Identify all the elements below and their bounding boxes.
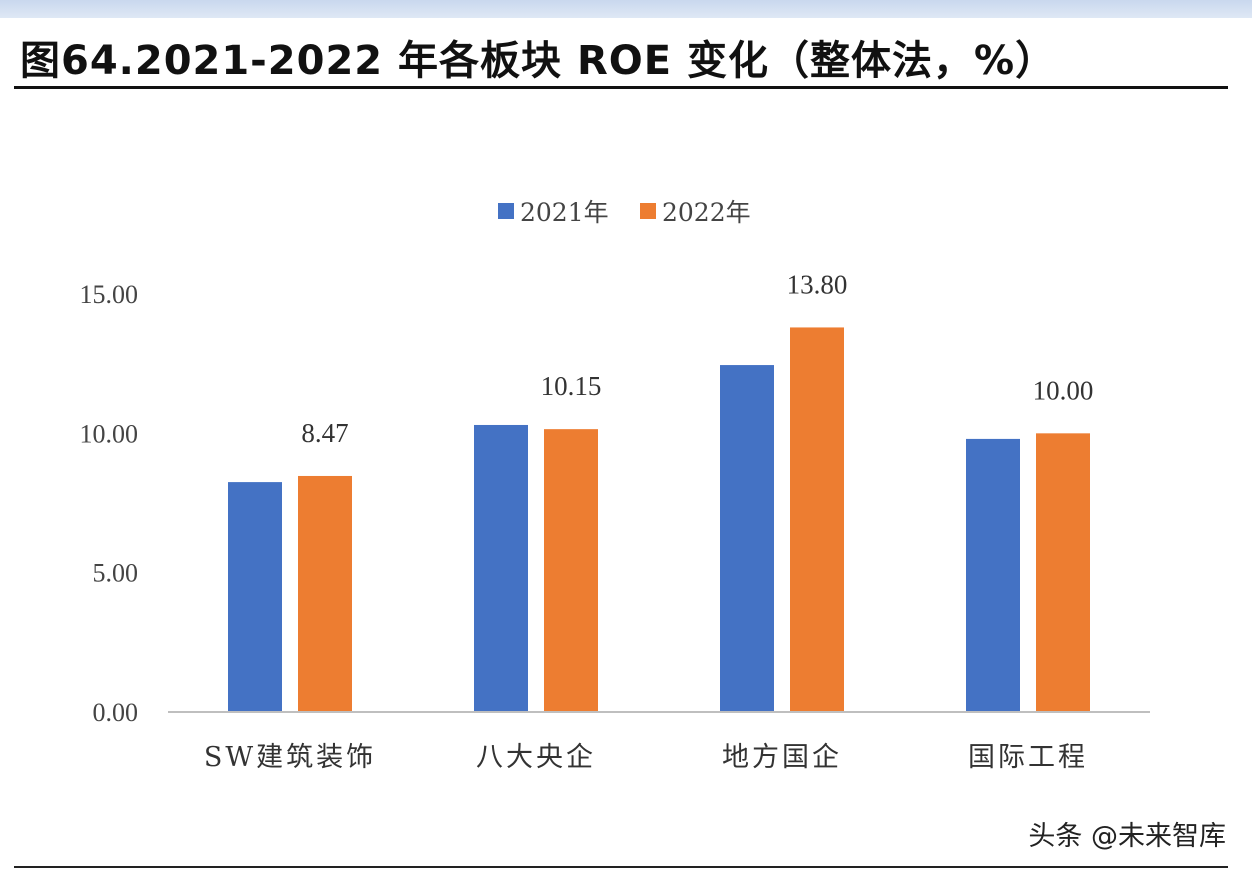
title-rule xyxy=(14,86,1228,89)
data-label: 8.47 xyxy=(301,418,348,448)
x-axis: SW建筑装饰 八大央企 地方国企 国际工程 xyxy=(168,711,1150,773)
x-tick-label: 八大央企 xyxy=(476,742,596,773)
x-tick-label: 国际工程 xyxy=(968,742,1088,773)
bar-2021 xyxy=(966,438,1020,712)
bottom-rule xyxy=(14,866,1228,868)
bar-2021 xyxy=(720,365,774,712)
legend-label: 2022年 xyxy=(662,198,751,227)
legend: 2021年 2022年 xyxy=(498,198,751,227)
chart-title: 图64.2021-2022 年各板块 ROE 变化（整体法，%） xyxy=(20,38,1057,84)
x-tick-label: SW建筑装饰 xyxy=(204,742,376,773)
legend-label: 2021年 xyxy=(520,198,609,227)
bar-2021 xyxy=(474,424,528,712)
y-tick-label: 0.00 xyxy=(93,698,139,727)
bars: 8.47 10.15 13.80 10.00 xyxy=(228,269,1093,712)
data-label: 10.00 xyxy=(1033,375,1094,405)
bar-2022 xyxy=(790,327,844,712)
bar-2022 xyxy=(1036,433,1090,712)
top-band xyxy=(0,0,1252,18)
data-label: 13.80 xyxy=(787,269,848,299)
y-axis: 0.00 5.00 10.00 15.00 xyxy=(80,280,139,727)
bar-2021 xyxy=(228,482,282,712)
y-tick-label: 5.00 xyxy=(93,559,139,588)
bar-2022 xyxy=(298,475,352,712)
bar-2022 xyxy=(544,429,598,712)
data-label: 10.15 xyxy=(541,371,602,401)
watermark: 头条 @未来智库 xyxy=(1028,821,1226,852)
y-tick-label: 10.00 xyxy=(80,419,139,448)
y-tick-label: 15.00 xyxy=(80,280,139,309)
legend-swatch xyxy=(498,203,514,219)
x-tick-label: 地方国企 xyxy=(722,742,842,773)
legend-swatch xyxy=(640,203,656,219)
